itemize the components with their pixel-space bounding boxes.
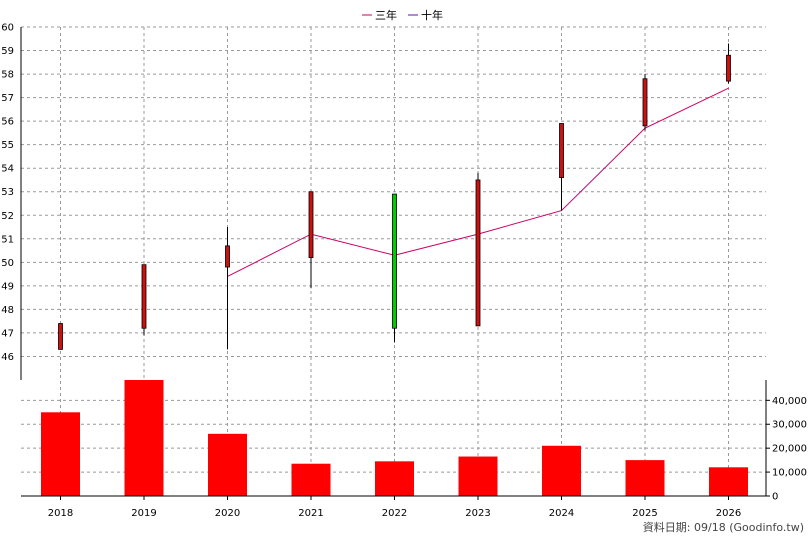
candle-body xyxy=(392,193,397,329)
price-tick-label: 50 xyxy=(1,258,14,269)
price-tick-label: 58 xyxy=(1,70,14,81)
price-tick-label: 60 xyxy=(1,23,14,34)
candle-body xyxy=(642,78,648,127)
volume-bar xyxy=(124,380,164,496)
candle-body xyxy=(58,323,63,350)
footer-source: 資料日期: 09/18 (Goodinfo.tw) xyxy=(643,520,804,534)
price-tick-label: 51 xyxy=(1,234,14,245)
volume-bar xyxy=(208,433,247,496)
x-tick-label: 2019 xyxy=(131,508,156,519)
price-tick-label: 55 xyxy=(1,140,14,151)
legend-label: 十年 xyxy=(421,8,443,22)
price-tick-label: 52 xyxy=(1,211,14,222)
x-tick-label: 2020 xyxy=(215,508,240,519)
price-tick-label: 48 xyxy=(1,305,14,316)
price-tick-label: 57 xyxy=(1,93,14,104)
candle-body xyxy=(225,245,230,268)
volume-bar xyxy=(542,445,581,496)
volume-tick-label: 40,000 xyxy=(772,396,807,407)
volume-tick-label: 30,000 xyxy=(772,420,807,431)
x-tick-label: 2026 xyxy=(716,508,741,519)
x-tick-label: 2022 xyxy=(382,508,407,519)
price-tick-label: 49 xyxy=(1,281,14,292)
candle-body xyxy=(559,123,564,179)
price-tick-label: 53 xyxy=(1,187,14,198)
price-tick-label: 59 xyxy=(1,46,14,57)
volume-bar xyxy=(375,461,414,496)
x-tick-label: 2025 xyxy=(632,508,657,519)
price-tick-label: 47 xyxy=(1,328,14,339)
candle-body xyxy=(726,54,731,82)
volume-tick-label: 0 xyxy=(772,492,778,503)
price-panel: 46 47 48 49 50 51 52 53 54 55 56 57 58 59 60 xyxy=(1,23,766,496)
x-axis: 2018 2019 2020 2021 2022 2023 2024 2025 2026 xyxy=(21,495,766,519)
volume-bar xyxy=(709,467,748,496)
volume-tick-label: 20,000 xyxy=(772,444,807,455)
candle-body xyxy=(308,191,314,259)
candle-body xyxy=(141,264,147,329)
volume-bar xyxy=(625,460,665,496)
volume-panel: 0 10,000 20,000 30,000 40,000 xyxy=(21,380,807,503)
legend: 三年 十年 xyxy=(362,8,443,22)
volume-bar xyxy=(41,412,80,496)
x-tick-label: 2021 xyxy=(298,508,323,519)
price-tick-label: 56 xyxy=(1,117,14,128)
volume-tick-label: 10,000 xyxy=(772,468,807,479)
x-tick-label: 2024 xyxy=(549,508,574,519)
legend-label: 三年 xyxy=(375,8,397,22)
volume-bar xyxy=(458,456,498,496)
volume-bar xyxy=(291,463,331,496)
x-tick-label: 2018 xyxy=(48,508,73,519)
candle-body xyxy=(475,179,481,327)
price-tick-label: 54 xyxy=(1,164,14,175)
x-tick-label: 2023 xyxy=(465,508,490,519)
price-tick-label: 46 xyxy=(1,352,14,363)
